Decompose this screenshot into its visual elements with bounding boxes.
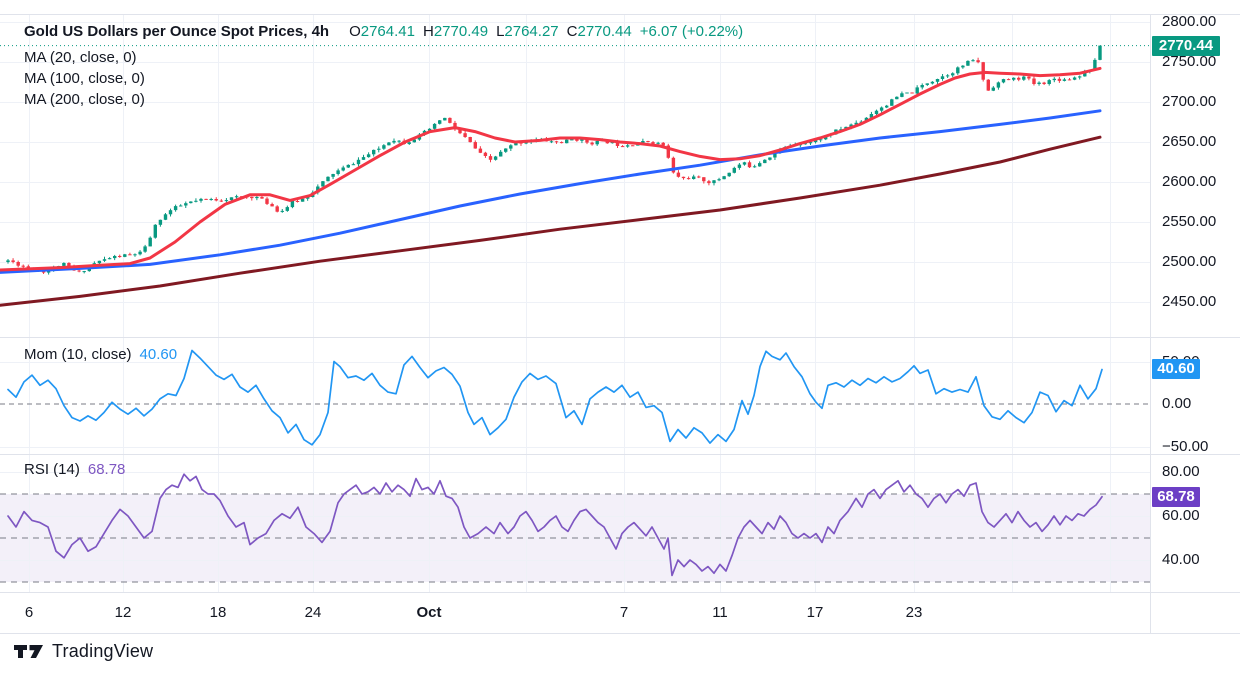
ohlc-low-label: L xyxy=(496,23,505,40)
momentum-value: 40.60 xyxy=(139,346,178,363)
price-tick-label: 2600.00 xyxy=(1162,173,1217,190)
ohlc-close-value: 2770.44 xyxy=(577,23,632,40)
rsi-tick-label: 80.00 xyxy=(1162,463,1200,480)
price-tick-label: 2700.00 xyxy=(1162,93,1217,110)
gridlines xyxy=(0,455,1150,592)
ma200-line[interactable] xyxy=(0,135,1102,307)
indicator-legend: MA (20, close, 0) MA (100, close, 0) MA … xyxy=(24,47,145,110)
price-tick-label: 2500.00 xyxy=(1162,253,1217,270)
tradingview-attribution[interactable]: TradingView xyxy=(14,641,153,662)
time-tick-label: 6 xyxy=(24,604,34,621)
rsi-panel[interactable] xyxy=(0,455,1150,592)
time-scale[interactable]: 6 12 18 24 Oct 7 11 17 23 xyxy=(0,593,1150,633)
price-tick-label: 2650.00 xyxy=(1162,133,1217,150)
legend-ma20[interactable]: MA (20, close, 0) xyxy=(24,49,137,66)
symbol-title[interactable]: Gold US Dollars per Ounce Spot Prices, 4… xyxy=(24,23,330,40)
time-tick-label: 17 xyxy=(806,604,824,621)
ohlc-open-label: O xyxy=(349,23,361,40)
ma100-line[interactable] xyxy=(0,109,1102,274)
panel-separator-mom-rsi[interactable] xyxy=(0,454,1240,455)
ohlc-low-value: 2764.27 xyxy=(504,23,559,40)
legend-ma100[interactable]: MA (100, close, 0) xyxy=(24,70,145,87)
momentum-label: Mom (10, close) xyxy=(24,346,132,363)
time-tick-label: 7 xyxy=(619,604,629,621)
time-tick-label: 12 xyxy=(114,604,132,621)
ohlc-high-value: 2770.49 xyxy=(433,23,489,40)
price-scale[interactable]: 2800.00 2750.00 2700.00 2650.00 2600.00 2550.… xyxy=(1150,13,1240,633)
momentum-tick-label: −50.00 xyxy=(1162,437,1209,455)
rsi-line[interactable] xyxy=(7,473,1103,577)
ohlc-close-label: C xyxy=(566,23,578,40)
momentum-value-badge: 40.60 xyxy=(1152,359,1200,380)
tradingview-brand-text: TradingView xyxy=(52,641,154,661)
rsi-legend[interactable]: RSI (14) 68.78 xyxy=(24,461,125,478)
time-tick-label: Oct xyxy=(416,604,442,621)
panel-separator-price-mom[interactable] xyxy=(0,337,1240,338)
time-scale-bottom-border xyxy=(0,633,1240,634)
momentum-legend[interactable]: Mom (10, close) 40.60 xyxy=(24,346,177,363)
legend-ma200[interactable]: MA (200, close, 0) xyxy=(24,91,145,108)
momentum-tick-label: 0.00 xyxy=(1162,395,1192,412)
time-scale-top-border xyxy=(0,592,1240,593)
momentum-panel[interactable] xyxy=(0,338,1150,454)
rsi-value: 68.78 xyxy=(87,461,126,478)
time-tick-label: 23 xyxy=(905,604,923,621)
price-tick-label: 2800.00 xyxy=(1162,13,1217,30)
price-tick-label: 2750.00 xyxy=(1162,53,1217,70)
last-price-badge: 2770.44 xyxy=(1152,35,1220,56)
ohlc-open-value: 2764.41 xyxy=(360,23,415,40)
price-tick-label: 2450.00 xyxy=(1162,293,1217,310)
ma20-line[interactable] xyxy=(0,66,1102,272)
time-tick-label: 18 xyxy=(209,604,227,621)
price-tick-label: 2550.00 xyxy=(1162,213,1217,230)
chart-header: Gold US Dollars per Ounce Spot Prices, 4… xyxy=(24,23,743,40)
ohlc-high-label: H xyxy=(422,23,434,40)
rsi-tick-label: 40.00 xyxy=(1162,551,1200,568)
rsi-value-badge: 68.78 xyxy=(1152,486,1200,507)
rsi-label: RSI (14) xyxy=(24,461,80,478)
tradingview-logo-icon[interactable] xyxy=(14,645,43,658)
chart-top-border xyxy=(0,14,1240,15)
time-tick-label: 24 xyxy=(304,604,322,621)
rsi-tick-label: 60.00 xyxy=(1162,507,1200,524)
price-panel[interactable] xyxy=(0,14,1150,337)
gridlines xyxy=(0,14,1150,337)
momentum-line[interactable] xyxy=(7,349,1103,446)
time-tick-label: 11 xyxy=(712,604,728,621)
ohlc-change-value: +6.07 (+0.22%) xyxy=(639,23,744,40)
candles-layer xyxy=(6,45,1102,275)
gridlines xyxy=(0,338,1150,454)
